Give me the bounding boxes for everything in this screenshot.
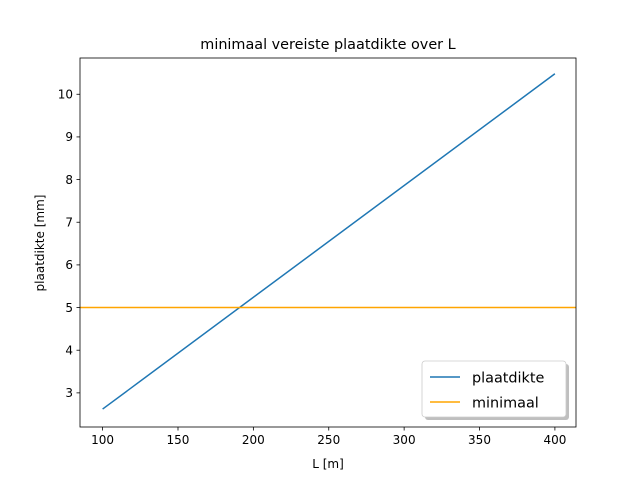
x-tick-label: 350 xyxy=(468,433,491,447)
axes-frame xyxy=(79,57,577,428)
y-tick-label: 7 xyxy=(65,216,73,230)
plot-area: 100 150 200 250 300 350 400 3 4 5 6 7 8 9 10 plaatdikte… xyxy=(58,57,577,447)
legend-box xyxy=(421,360,567,418)
y-tick-label: 8 xyxy=(65,173,73,187)
y-tick-label: 9 xyxy=(65,130,73,144)
y-tick-label: 10 xyxy=(58,88,73,102)
legend-label-minimaal: minimaal xyxy=(472,396,539,412)
y-tick-label: 3 xyxy=(65,386,73,400)
x-tick-label: 250 xyxy=(317,433,340,447)
y-tick-label: 6 xyxy=(65,258,73,272)
y-axis-label: plaatdikte [mm] xyxy=(33,195,47,292)
chart-title: minimaal vereiste plaatdikte over L xyxy=(200,37,455,53)
x-axis-label: L [m] xyxy=(312,457,344,471)
legend-label-plaatdikte: plaatdikte xyxy=(472,371,545,387)
series-line-plaatdikte xyxy=(102,73,556,410)
y-tick-label: 4 xyxy=(65,344,73,358)
x-tick-label: 200 xyxy=(242,433,265,447)
x-tick-label: 100 xyxy=(91,433,114,447)
x-tick-label: 300 xyxy=(393,433,416,447)
y-tick-label: 5 xyxy=(65,301,73,315)
x-tick-label: 150 xyxy=(167,433,190,447)
x-tick-label: 400 xyxy=(543,433,566,447)
